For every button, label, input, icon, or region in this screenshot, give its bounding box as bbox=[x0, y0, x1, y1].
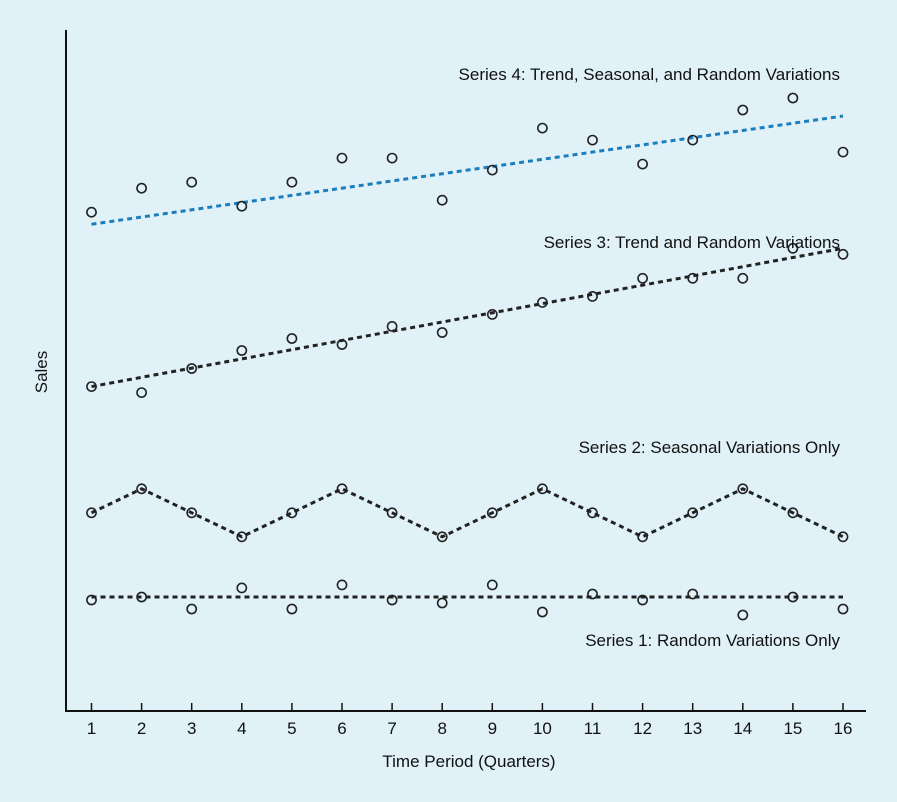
x-ticks: 1 2 3 4 5 6 7 8 9 10 11 12 13 14 15 16 bbox=[87, 703, 853, 738]
series-2-point bbox=[336, 483, 348, 495]
series-2-point bbox=[837, 531, 849, 543]
series-1-point bbox=[336, 579, 348, 591]
series-4-point bbox=[787, 92, 799, 104]
series-3-point bbox=[587, 290, 598, 302]
x-tick-label: 2 bbox=[137, 719, 146, 738]
series-2-point bbox=[386, 507, 398, 519]
series-3-point bbox=[837, 248, 849, 260]
series-2-point bbox=[86, 507, 97, 519]
x-tick-label: 7 bbox=[387, 719, 396, 738]
series-4-point bbox=[486, 164, 498, 176]
series-3-label: Series 3: Trend and Random Variations bbox=[544, 233, 840, 252]
series-1-point bbox=[436, 597, 448, 609]
x-tick-label: 6 bbox=[337, 719, 346, 738]
series-4-point bbox=[737, 104, 749, 116]
series-2-point bbox=[186, 507, 198, 519]
series-2-point bbox=[637, 531, 648, 543]
series-1-point bbox=[737, 609, 749, 621]
series-2-point bbox=[537, 483, 548, 495]
x-tick-label: 14 bbox=[733, 719, 752, 738]
x-tick-label: 5 bbox=[287, 719, 296, 738]
x-tick-label: 3 bbox=[187, 719, 196, 738]
y-axis-title: Sales bbox=[32, 351, 51, 394]
series-4-point bbox=[236, 200, 248, 212]
x-tick-label: 10 bbox=[533, 719, 552, 738]
series-4-point bbox=[86, 206, 97, 218]
series-4-point bbox=[136, 182, 147, 194]
series-3-point bbox=[186, 363, 198, 374]
series-1-point bbox=[486, 579, 498, 591]
series-2-point bbox=[286, 507, 298, 519]
series-4-point bbox=[386, 152, 398, 164]
series-4-point bbox=[637, 158, 648, 170]
series-1-point bbox=[687, 588, 699, 600]
x-tick-label: 15 bbox=[783, 719, 802, 738]
x-tick-label: 16 bbox=[834, 719, 853, 738]
series-2-point bbox=[236, 531, 248, 543]
series-1-point bbox=[286, 603, 298, 615]
series-4-point bbox=[186, 176, 198, 188]
series-1-point bbox=[136, 591, 147, 603]
series-4-label: Series 4: Trend, Seasonal, and Random Va… bbox=[459, 65, 840, 84]
series-2-point bbox=[486, 507, 498, 519]
series-lines bbox=[90, 114, 844, 599]
x-axis: 1 2 3 4 5 6 7 8 9 10 11 12 13 14 15 16 bbox=[65, 703, 866, 738]
series-3-point bbox=[687, 272, 699, 284]
series-2-point bbox=[687, 507, 699, 519]
x-tick-label: 8 bbox=[437, 719, 446, 738]
series-3-point bbox=[737, 272, 749, 284]
x-tick-label: 13 bbox=[683, 719, 702, 738]
series-1-point bbox=[236, 582, 248, 594]
series-1-point bbox=[587, 588, 598, 600]
series-3-point bbox=[136, 387, 147, 398]
series-4-point bbox=[587, 134, 598, 146]
series-4-point bbox=[837, 146, 849, 158]
x-tick-label: 12 bbox=[633, 719, 652, 738]
series-4-trend-line bbox=[91, 114, 844, 226]
series-1-label: Series 1: Random Variations Only bbox=[585, 631, 840, 650]
series-3-trend-line bbox=[91, 246, 844, 389]
series-4-point bbox=[436, 194, 448, 206]
series-4-point bbox=[687, 134, 699, 146]
series-2-point bbox=[737, 483, 749, 495]
series-1-point bbox=[186, 603, 198, 615]
series-3-point bbox=[286, 333, 298, 344]
series-3-point bbox=[787, 242, 799, 254]
series-2-line bbox=[90, 487, 844, 539]
series-1-point bbox=[837, 603, 849, 615]
series-2-point bbox=[436, 531, 448, 543]
series-points bbox=[86, 92, 849, 621]
series-1-point bbox=[386, 594, 398, 606]
series-3-point bbox=[86, 381, 97, 392]
series-3-point bbox=[637, 272, 648, 284]
series-3-point bbox=[386, 320, 398, 332]
x-axis-title: Time Period (Quarters) bbox=[382, 752, 555, 771]
series-2-point bbox=[136, 483, 147, 495]
series-4-point bbox=[286, 176, 298, 188]
series-1-point bbox=[537, 606, 548, 618]
x-tick-label: 9 bbox=[488, 719, 497, 738]
series-4-point bbox=[336, 152, 348, 164]
series-3-point bbox=[436, 327, 448, 338]
series-1-point bbox=[787, 591, 799, 603]
series-2-point bbox=[787, 507, 799, 519]
x-tick-label: 11 bbox=[584, 719, 602, 738]
x-tick-label: 4 bbox=[237, 719, 246, 738]
series-3-point bbox=[486, 308, 498, 320]
series-1-point bbox=[637, 594, 648, 606]
series-2-point bbox=[587, 507, 598, 519]
series-4-point bbox=[537, 122, 548, 134]
series-3-point bbox=[236, 345, 248, 356]
series-3-point bbox=[336, 339, 348, 350]
series-1-point bbox=[86, 594, 97, 606]
series-3-point bbox=[537, 296, 548, 308]
x-tick-label: 1 bbox=[87, 719, 96, 738]
series-2-label: Series 2: Seasonal Variations Only bbox=[579, 438, 841, 457]
